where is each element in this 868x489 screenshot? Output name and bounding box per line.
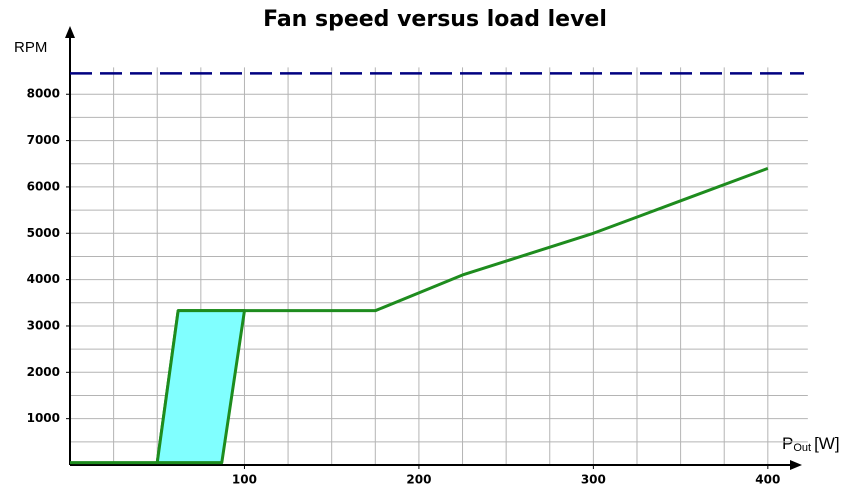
y-tick-label: 8000	[27, 87, 60, 101]
x-axis-label: POut [W]	[782, 434, 840, 453]
x-tick-label: 300	[581, 473, 606, 487]
hysteresis-area	[155, 309, 246, 465]
y-tick-label: 1000	[27, 411, 60, 425]
y-tick-label: 7000	[27, 133, 60, 147]
x-label-unit: [W]	[814, 434, 840, 453]
y-axis-label: RPM	[14, 39, 47, 56]
y-tick-label: 3000	[27, 318, 60, 332]
x-tick-label: 200	[406, 473, 431, 487]
y-tick-label: 2000	[27, 365, 60, 379]
x-tick-label: 400	[755, 473, 780, 487]
x-label-main: P	[782, 434, 793, 453]
x-tick-label: 100	[232, 473, 257, 487]
y-axis-arrow	[65, 26, 75, 38]
y-tick-label: 4000	[27, 272, 60, 286]
y-tick-label: 6000	[27, 179, 60, 193]
chart-title: Fan speed versus load level	[263, 7, 607, 32]
x-label-sub: Out	[793, 442, 811, 454]
x-axis-arrow	[790, 460, 802, 470]
y-tick-label: 5000	[27, 226, 60, 240]
